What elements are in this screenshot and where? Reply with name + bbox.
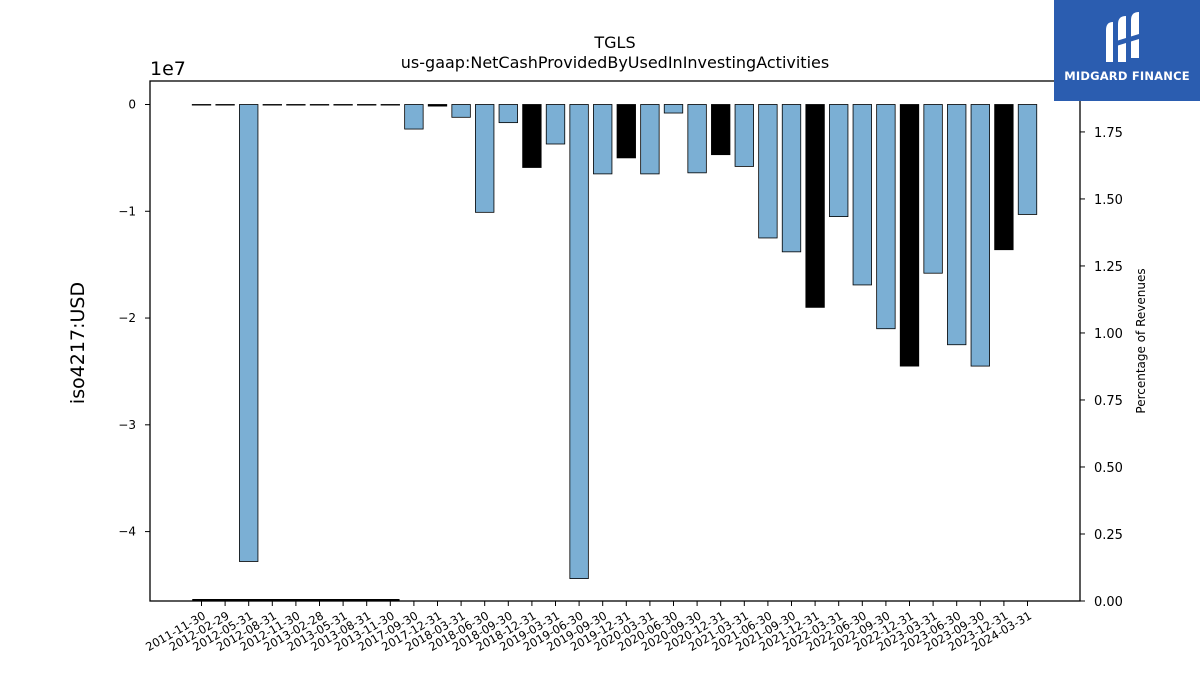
- bar-2022-12-31: [899, 104, 920, 367]
- bar-2022-06-30: [852, 104, 872, 286]
- bar-2022-09-30: [876, 104, 896, 330]
- bar-2021-03-31: [734, 104, 754, 167]
- bar-2012-02-29: [215, 104, 235, 106]
- bar-2019-03-31: [545, 104, 566, 145]
- bars-layer: [191, 104, 1038, 579]
- brand-name: MIDGARD FINANCE: [1064, 69, 1190, 83]
- bar-2020-12-31: [711, 104, 731, 156]
- plot-frame: [149, 80, 1081, 602]
- bar-2018-06-30: [475, 104, 495, 213]
- bar-2024-03-31: [1017, 104, 1038, 215]
- bar-2020-09-30: [687, 104, 707, 174]
- bar-2012-05-31: [239, 104, 259, 562]
- bar-2011-11-30: [191, 104, 212, 106]
- chart-title: TGLS: [593, 33, 635, 52]
- y-axis-label-right: Percentage of Revenues: [1134, 268, 1148, 413]
- bar-2013-08-31: [357, 104, 377, 106]
- y-right-tick-label: 1.25: [1094, 260, 1123, 275]
- bar-2022-03-31: [829, 104, 849, 217]
- y-offset-label: 1e7: [150, 58, 186, 80]
- bar-2018-12-31: [522, 104, 542, 168]
- bar-2019-06-30: [569, 104, 589, 579]
- bar-2021-06-30: [758, 104, 778, 239]
- right-axis: 0.00 0.25 0.50 0.75 1.00 1.25 1.50 1.75: [1080, 126, 1123, 610]
- bar-2013-05-31: [333, 104, 353, 106]
- y-right-tick-label: 0.00: [1094, 595, 1123, 610]
- bar-2012-08-31: [262, 104, 282, 106]
- bar-2017-09-30: [404, 104, 424, 130]
- y-tick-label: 0: [128, 97, 136, 111]
- left-axis: 0 −1 −2 −3 −4: [118, 97, 150, 539]
- bar-2019-12-31: [616, 104, 636, 159]
- bar-2023-06-30: [947, 104, 967, 346]
- y-axis-label: iso4217:USD: [67, 282, 89, 404]
- y-right-tick-label: 0.75: [1094, 394, 1123, 409]
- bar-2021-09-30: [781, 104, 802, 253]
- bar-2021-12-31: [805, 104, 825, 308]
- y-right-tick-label: 0.25: [1094, 528, 1123, 543]
- bar-2018-09-30: [498, 104, 518, 124]
- y-tick-label: −3: [118, 418, 136, 432]
- bar-2013-02-28: [309, 104, 330, 106]
- y-tick-label: −1: [118, 204, 136, 218]
- bar-2018-03-31: [451, 104, 471, 118]
- bar-2023-12-31: [994, 104, 1014, 251]
- bar-2019-09-30: [593, 104, 613, 175]
- brand-logo: MIDGARD FINANCE: [1054, 0, 1200, 101]
- bar-2020-03-31: [640, 104, 660, 175]
- y-right-tick-label: 0.50: [1094, 461, 1123, 476]
- y-right-tick-label: 1.75: [1094, 126, 1123, 141]
- midgard-logo-icon: [1106, 12, 1139, 62]
- bar-2023-09-30: [970, 104, 990, 367]
- y-right-tick-label: 1.50: [1094, 193, 1123, 208]
- y-tick-label: −4: [118, 525, 136, 539]
- chart-subtitle: us-gaap:NetCashProvidedByUsedInInvesting…: [401, 53, 829, 72]
- bar-2023-03-31: [923, 104, 943, 274]
- y-tick-label: −2: [118, 311, 136, 325]
- bar-2020-06-30: [663, 104, 684, 114]
- bar-2017-12-31: [427, 104, 448, 107]
- bar-2012-11-30: [286, 104, 306, 106]
- bar-2013-11-30: [380, 104, 400, 106]
- y-right-tick-label: 1.00: [1094, 327, 1123, 342]
- x-axis: 2011-11-302012-02-292012-05-312012-08-31…: [143, 601, 1034, 654]
